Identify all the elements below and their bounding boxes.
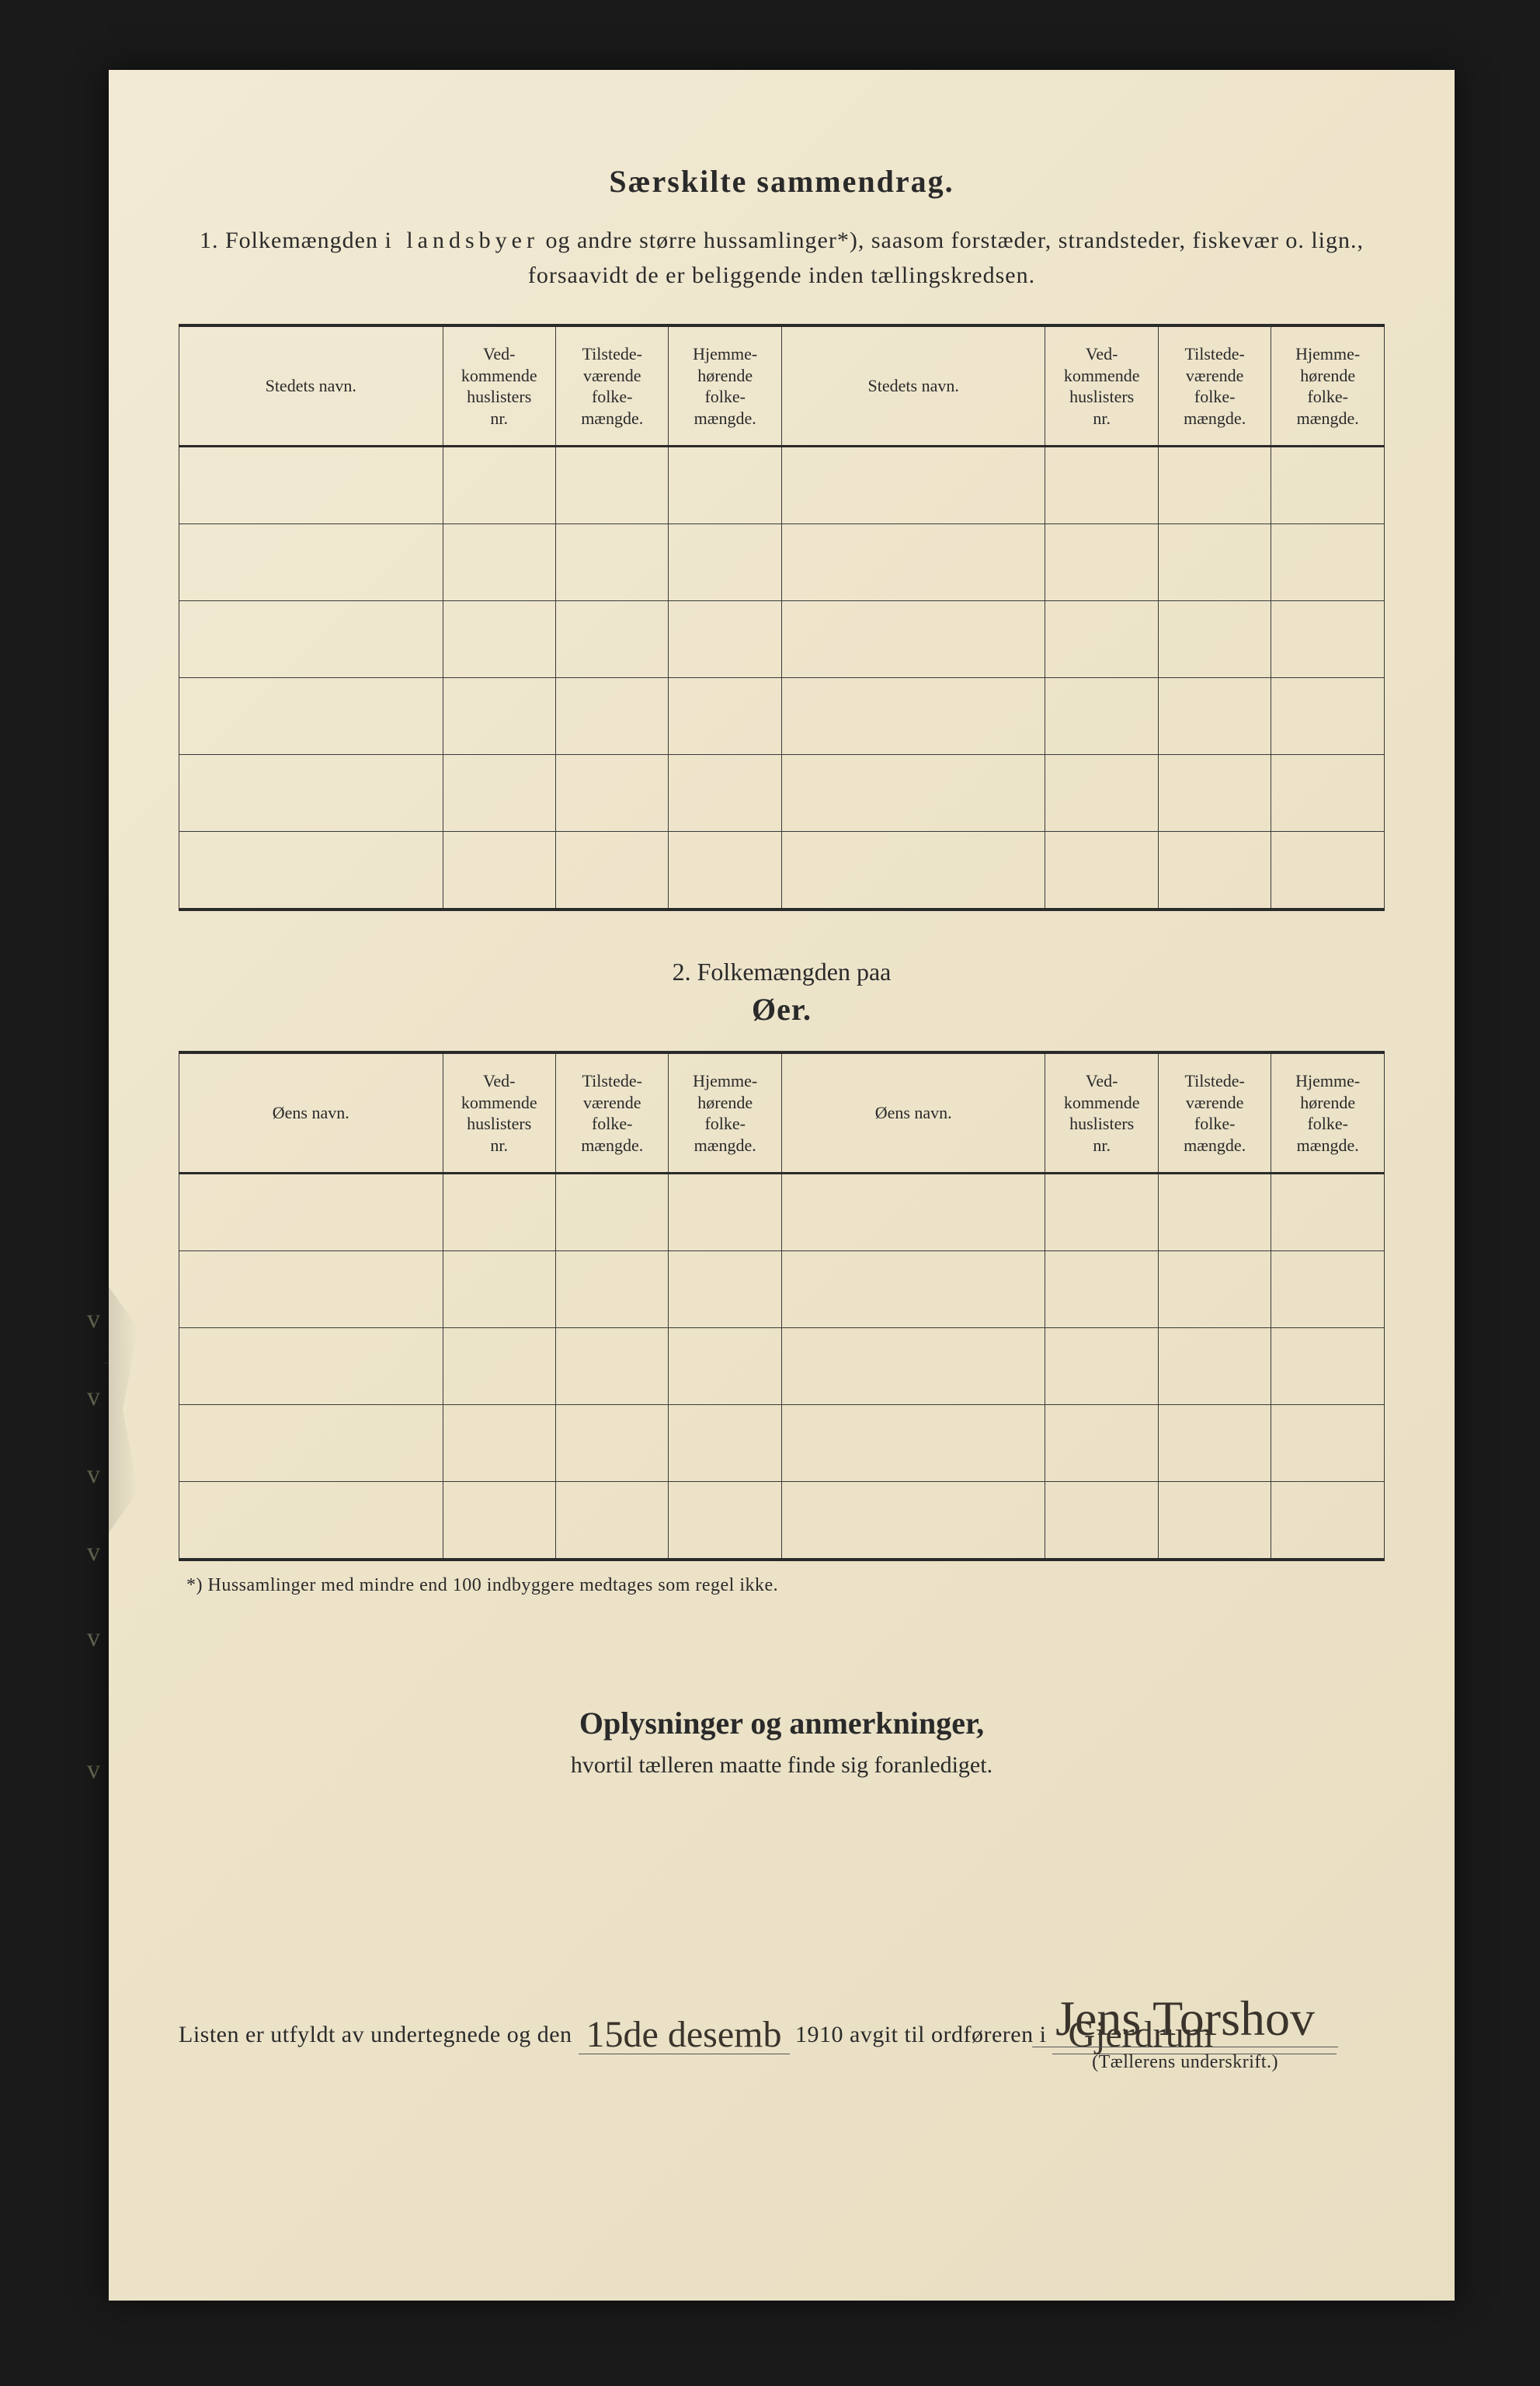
margin-tick: v (87, 1460, 100, 1490)
col-oens-navn: Øens navn. (179, 1052, 443, 1174)
sig-year: 1910 (795, 2022, 850, 2047)
sig-date-handwritten: 15de desemb (579, 2016, 790, 2054)
intro-line2: forsaavidt de er beliggende inden tællin… (528, 263, 1035, 288)
paper-sheet: Særskilte sammendrag. 1. Folkemængden i … (109, 70, 1455, 2301)
col-huslisters-nr: Ved- kommende huslisters nr. (1045, 325, 1158, 447)
margin-tick: v (87, 1623, 100, 1653)
table-row (179, 601, 1385, 678)
table-row (179, 1482, 1385, 1560)
col-huslisters-nr: Ved- kommende huslisters nr. (443, 325, 555, 447)
table-oer: Øens navn. Ved- kommende huslisters nr. … (179, 1051, 1385, 1561)
table-row (179, 447, 1385, 524)
table-row (179, 1174, 1385, 1251)
table-row (179, 832, 1385, 910)
col-hjemme: Hjemme- hørende folke- mængde. (669, 325, 781, 447)
section1-title: Særskilte sammendrag. (179, 163, 1385, 200)
section2-title: Øer. (179, 991, 1385, 1028)
signature-line: Listen er utfyldt av undertegnede og den… (179, 2012, 1385, 2050)
col-hjemme: Hjemme- hørende folke- mængde. (669, 1052, 781, 1174)
section2-lead: 2. Folkemængden paa (179, 958, 1385, 986)
sig-typed-prefix: Listen er utfyldt av undertegnede og den (179, 2022, 579, 2047)
table-row (179, 1251, 1385, 1328)
margin-tick: v (87, 1538, 100, 1567)
table-row (179, 678, 1385, 755)
enumerator-signature: Jens Torshov (1032, 1994, 1338, 2047)
table-row (179, 524, 1385, 601)
col-stedets-navn: Stedets navn. (781, 325, 1045, 447)
sig-typed-mid: avgit til ordføreren i (850, 2022, 1052, 2047)
col-hjemme: Hjemme- hørende folke- mængde. (1271, 325, 1385, 447)
margin-tick: v (87, 1305, 100, 1334)
signature-block: Jens Torshov (Tællerens underskrift.) (1032, 1994, 1338, 2073)
remarks-sub: hvortil tælleren maatte finde sig foranl… (179, 1752, 1385, 1779)
table-landsbyer: Stedets navn. Ved- kommende huslisters n… (179, 324, 1385, 911)
table-row (179, 755, 1385, 832)
margin-tick: v (87, 1383, 100, 1412)
col-stedets-navn: Stedets navn. (179, 325, 443, 447)
col-tilstede: Tilstede- værende folke- mængde. (555, 1052, 668, 1174)
col-oens-navn: Øens navn. (781, 1052, 1045, 1174)
signature-caption: (Tællerens underskrift.) (1032, 2052, 1338, 2073)
section1-intro: 1. Folkemængden i landsbyer og andre stø… (200, 223, 1364, 293)
col-hjemme: Hjemme- hørende folke- mængde. (1271, 1052, 1385, 1174)
col-huslisters-nr: Ved- kommende huslisters nr. (443, 1052, 555, 1174)
footnote: *) Hussamlinger med mindre end 100 indby… (186, 1575, 1385, 1596)
table-row (179, 1405, 1385, 1482)
table-row (179, 1328, 1385, 1405)
col-tilstede: Tilstede- værende folke- mængde. (1158, 1052, 1271, 1174)
col-tilstede: Tilstede- værende folke- mængde. (1158, 325, 1271, 447)
col-tilstede: Tilstede- værende folke- mængde. (555, 325, 668, 447)
col-huslisters-nr: Ved- kommende huslisters nr. (1045, 1052, 1158, 1174)
margin-tick: v (87, 1755, 100, 1785)
intro-prefix: 1. Folkemængden (200, 228, 385, 253)
intro-spaced: i landsbyer (384, 228, 538, 253)
scan-frame: v 1 v v v v v Særskilte sammendrag. 1. F… (0, 0, 1540, 2386)
intro-rest1: og andre større hussamlinger*), saasom f… (539, 228, 1364, 253)
remarks-title: Oplysninger og anmerkninger, (179, 1705, 1385, 1741)
